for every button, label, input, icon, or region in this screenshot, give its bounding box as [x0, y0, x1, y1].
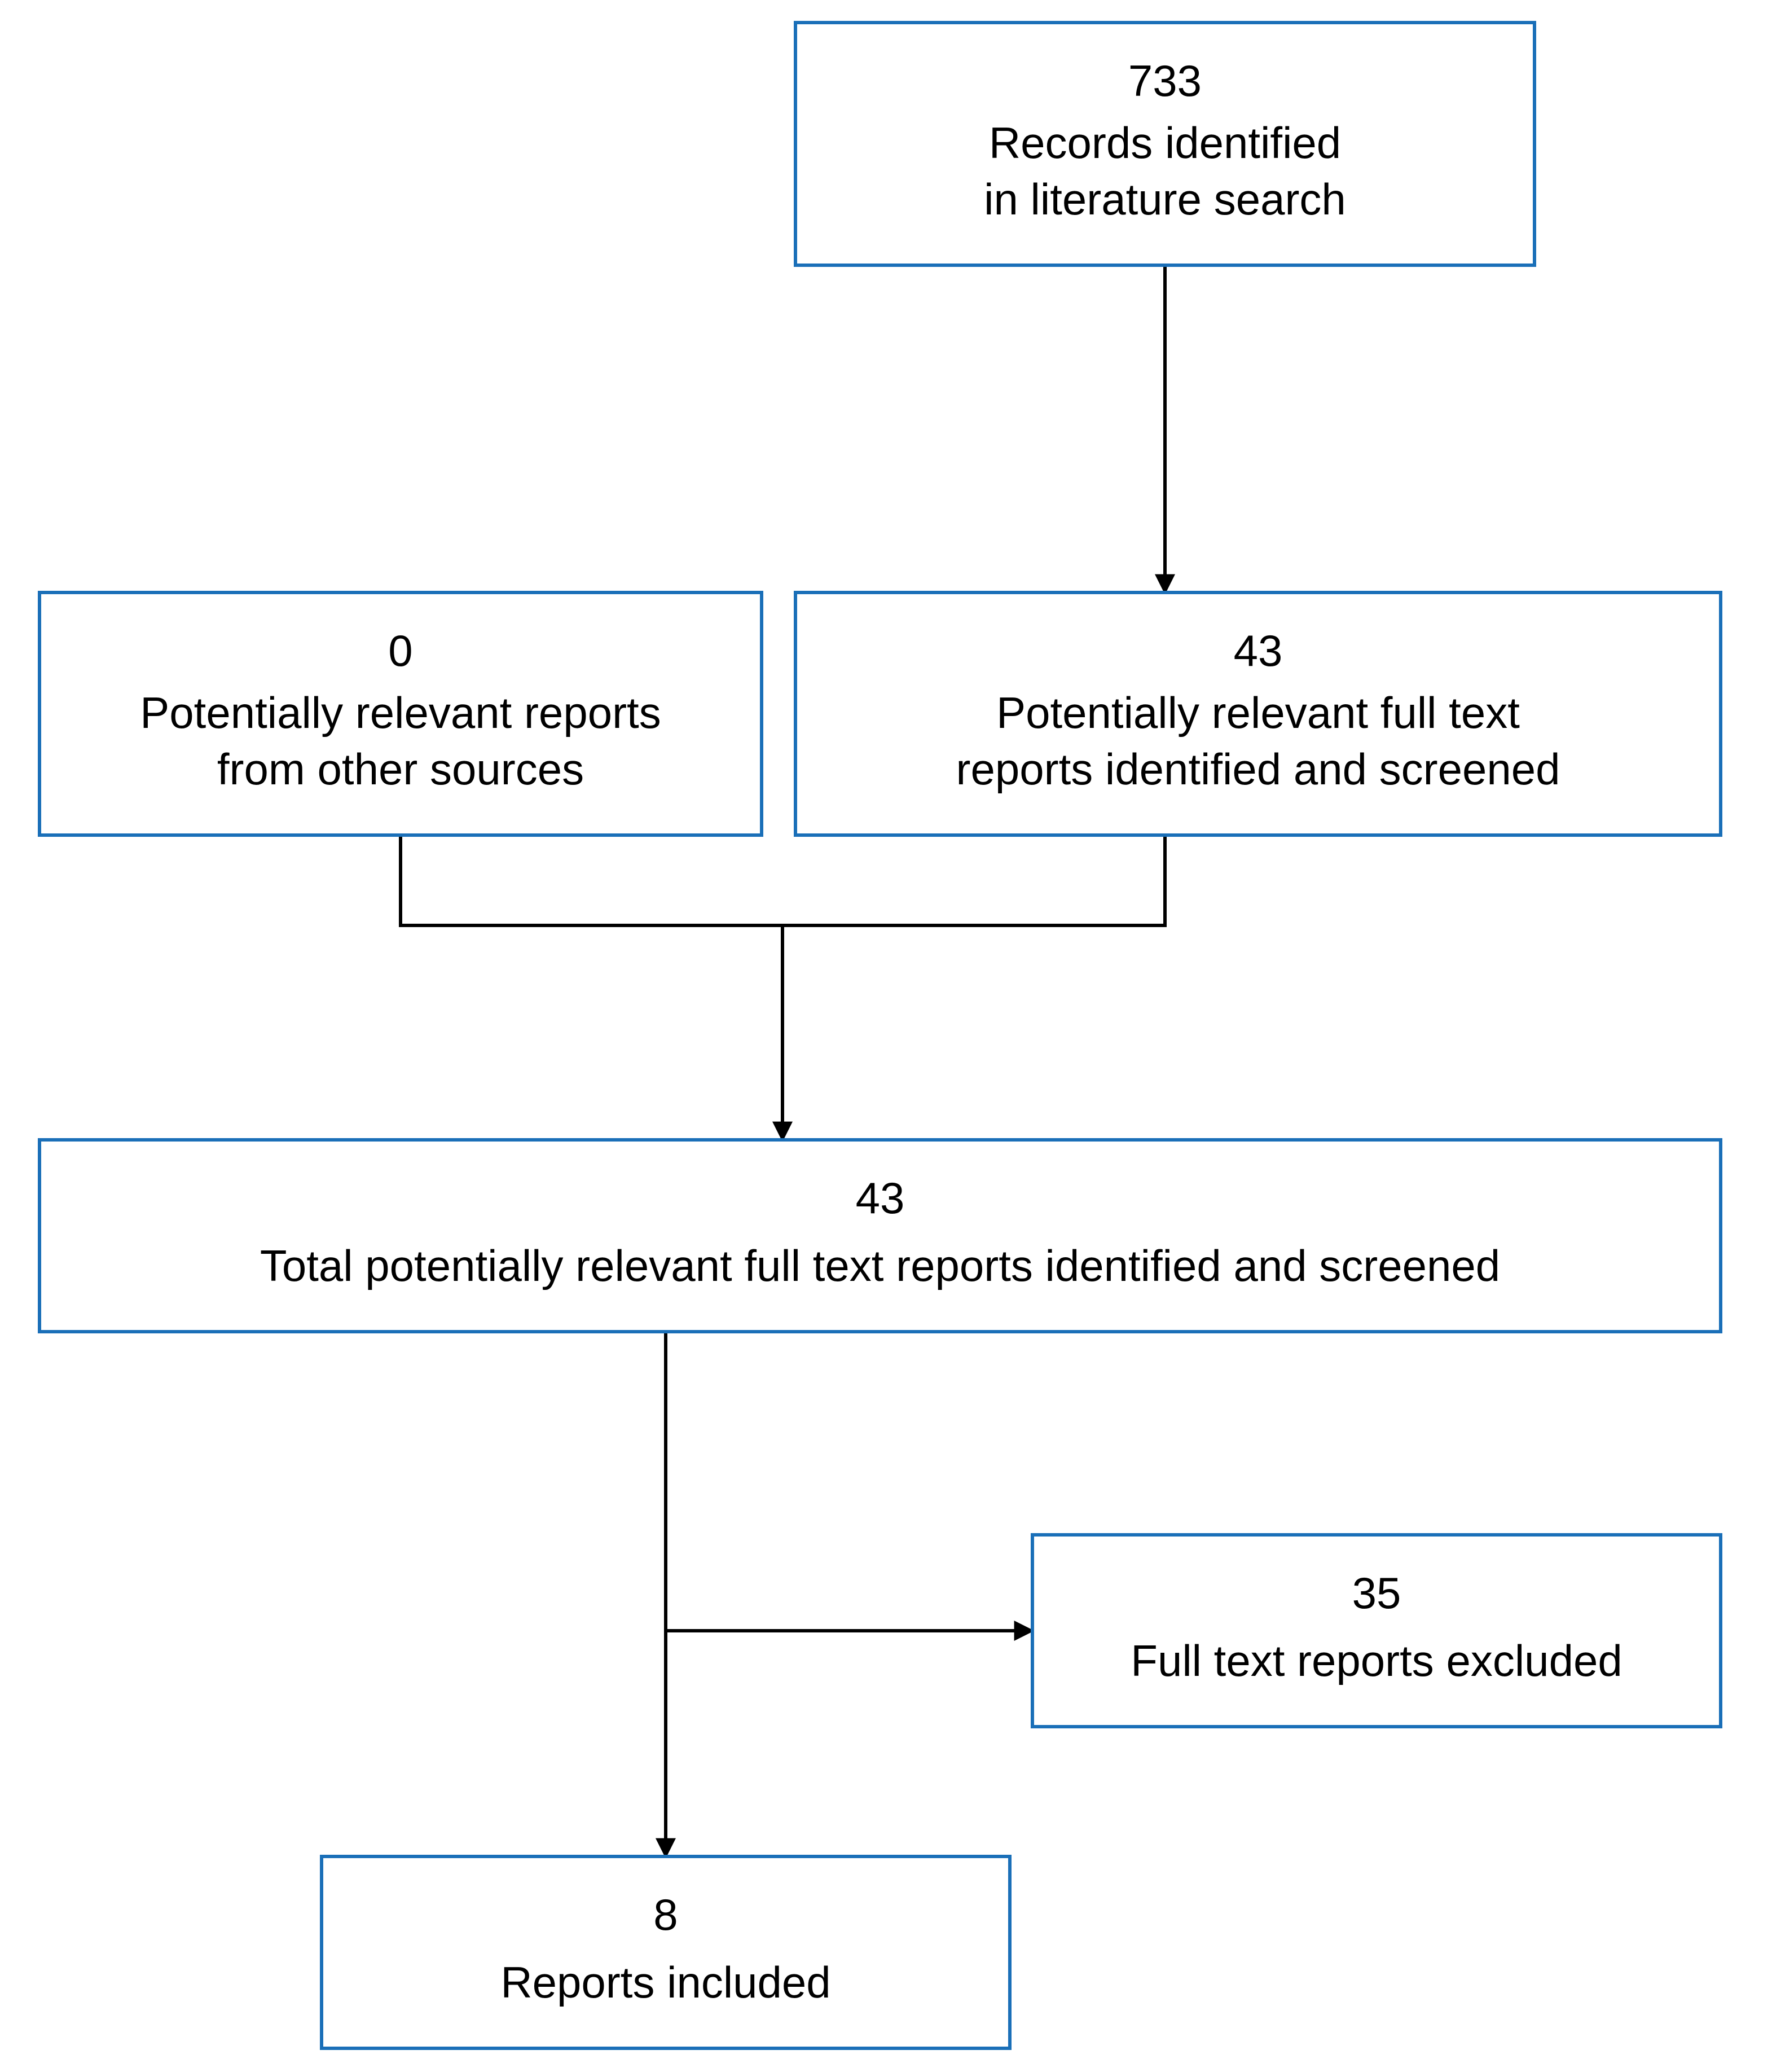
node-excluded: 35 Full text reports excluded: [1032, 1535, 1721, 1727]
node-label-included-0: Reports included: [500, 1957, 830, 2007]
prisma-flowchart: 733 Records identified in literature searc…: [0, 0, 1772, 2072]
node-number-other_sources: 0: [388, 626, 412, 675]
node-number-excluded: 35: [1352, 1568, 1401, 1618]
node-number-included: 8: [653, 1890, 678, 1939]
node-number-total: 43: [856, 1173, 905, 1223]
node-total: 43 Total potentially relevant full text r…: [39, 1140, 1721, 1332]
node-label-screened-0: Potentially relevant full text: [996, 688, 1520, 738]
node-label-other_sources-0: Potentially relevant reports: [140, 688, 661, 738]
node-label-screened-1: reports identified and screened: [956, 744, 1560, 794]
node-box-excluded: [1032, 1535, 1721, 1727]
node-label-excluded-0: Full text reports excluded: [1131, 1636, 1622, 1685]
node-number-records: 733: [1128, 56, 1202, 106]
node-label-records-0: Records identified: [989, 118, 1341, 168]
node-label-records-1: in literature search: [984, 174, 1346, 224]
node-box-total: [39, 1140, 1721, 1332]
node-number-screened: 43: [1234, 626, 1283, 675]
node-included: 8 Reports included: [322, 1856, 1010, 2048]
node-records: 733 Records identified in literature searc…: [795, 23, 1534, 265]
node-label-other_sources-1: from other sources: [217, 744, 584, 794]
node-label-total-0: Total potentially relevant full text rep…: [260, 1241, 1500, 1290]
node-screened: 43 Potentially relevant full text reports …: [795, 592, 1721, 835]
node-box-included: [322, 1856, 1010, 2048]
node-other_sources: 0 Potentially relevant reports from other …: [39, 592, 762, 835]
